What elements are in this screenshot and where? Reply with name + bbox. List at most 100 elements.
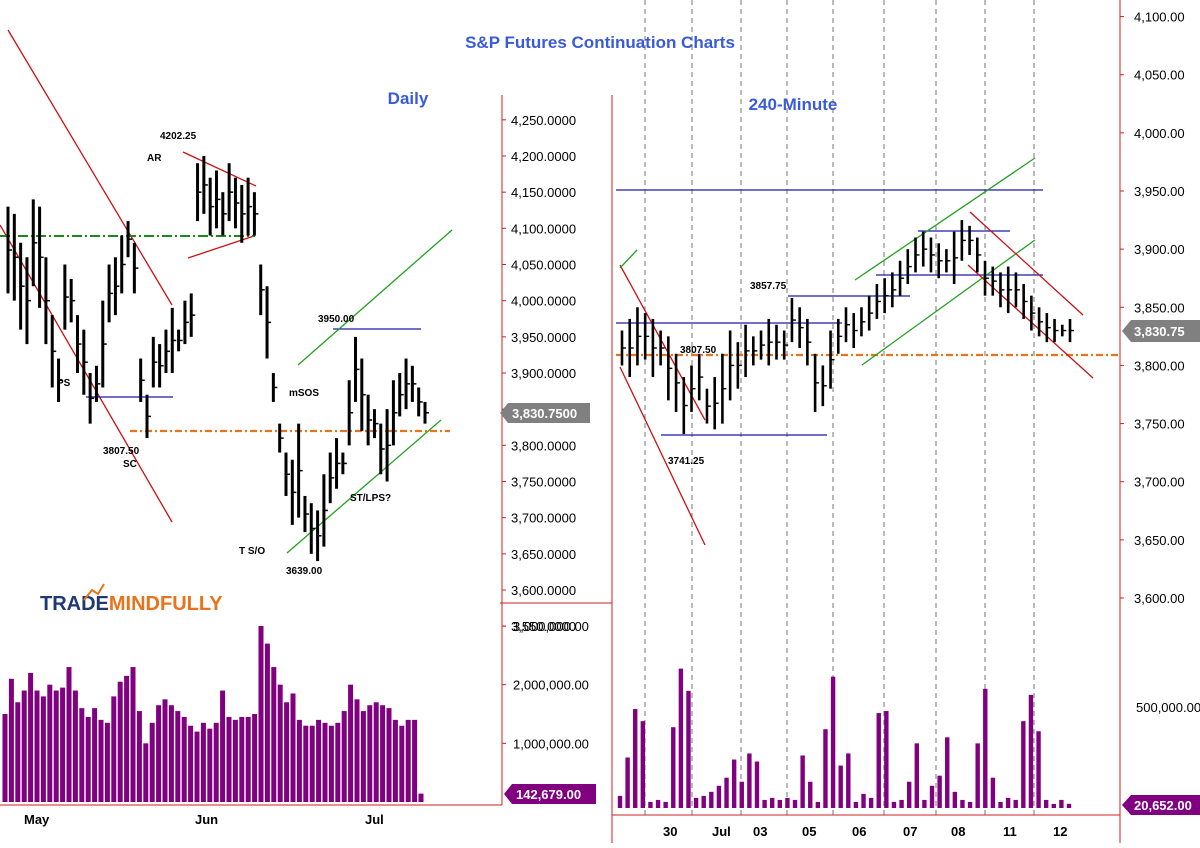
- daily-title: Daily: [388, 89, 429, 108]
- intraday-volume-bar: [899, 799, 904, 808]
- intraday-volume-bar: [922, 799, 927, 808]
- intraday-price-tick: 4,050.00: [1134, 68, 1185, 83]
- daily-volume-bar: [232, 719, 238, 802]
- intraday-x-tick: 30: [663, 824, 677, 839]
- daily-volume-bar: [405, 719, 411, 802]
- daily-volume-bar: [130, 667, 136, 802]
- daily-volume-bar: [341, 711, 347, 802]
- daily-volume-bar: [213, 722, 219, 802]
- daily-price-tick: 4,050.0000: [511, 258, 576, 273]
- intraday-volume-bar: [1059, 799, 1064, 808]
- daily-volume-bar: [28, 672, 34, 802]
- daily-price-tick: 3,550.0000: [511, 619, 576, 634]
- daily-volume-bar: [252, 714, 258, 802]
- intraday-x-tick: 06: [852, 824, 866, 839]
- intraday-volume-bars: [617, 668, 1072, 808]
- intraday-volume-bar: [716, 785, 722, 808]
- daily-volume-bar: [309, 725, 315, 802]
- daily-volume-bar: [181, 716, 187, 802]
- intraday-volume-bar: [808, 781, 813, 808]
- intraday-volume-bar: [1051, 803, 1056, 808]
- daily-last-price-label: 3,830.7500: [512, 406, 577, 421]
- intraday-volume-bar: [739, 781, 744, 808]
- daily-volume-bar: [316, 719, 322, 802]
- daily-volume-bar: [392, 719, 398, 802]
- daily-price-tick: 3,750.0000: [511, 475, 576, 490]
- intraday-volume-bar: [785, 797, 790, 808]
- intraday-up-channel-upper-line: [854, 157, 1036, 281]
- intraday-x-tick: 11: [1003, 824, 1017, 839]
- intraday-volume-bar: [815, 801, 821, 808]
- intraday-annotations: 3857.75 3741.25 3807.50: [668, 281, 787, 467]
- annotation-tso: T S/O: [239, 546, 265, 557]
- intraday-x-tick: 07: [903, 824, 917, 839]
- intraday-x-tick: 05: [802, 824, 816, 839]
- intraday-last-price-tag: 3,830.75: [1122, 320, 1200, 342]
- logo-part2: MINDFULLY: [109, 593, 223, 615]
- intraday-volume-bar: [655, 799, 661, 808]
- intraday-volume-bar: [868, 797, 874, 808]
- daily-volume-bar: [290, 693, 296, 802]
- annotation-st-lps: ST/LPS?: [350, 493, 391, 504]
- daily-price-tick: 4,150.0000: [511, 185, 576, 200]
- daily-volume-bars: [2, 626, 424, 802]
- daily-price-tick: 4,100.0000: [511, 221, 576, 236]
- daily-volume-bar: [175, 711, 181, 802]
- intraday-volume-tick: 500,000.00: [1136, 700, 1200, 715]
- annotation-sc: SC: [123, 459, 137, 470]
- intraday-volume-bar: [983, 688, 988, 808]
- daily-channel-upper-line: [7, 29, 173, 306]
- intraday-volume-bar: [960, 799, 965, 808]
- intraday-price-tick: 4,100.00: [1134, 10, 1185, 25]
- intraday-volume-bar: [747, 753, 752, 808]
- daily-volume-bar: [162, 699, 168, 802]
- intraday-x-tick: Jul: [712, 824, 731, 839]
- intraday-volume-bar: [1013, 799, 1018, 808]
- daily-volume-bar: [124, 675, 130, 802]
- daily-volume-bar: [15, 702, 21, 802]
- daily-volume-bar: [2, 714, 8, 802]
- daily-volume-bar: [47, 684, 53, 802]
- intraday-volume-bar: [1028, 694, 1034, 808]
- daily-volume-bar: [72, 690, 78, 802]
- intraday-volume-bar: [770, 797, 775, 808]
- logo-part1: TRADE: [40, 593, 109, 615]
- daily-volume-bar: [220, 690, 226, 802]
- daily-volume-bar: [21, 690, 27, 802]
- annotation-ar: AR: [147, 153, 162, 164]
- daily-volume-bar: [277, 684, 283, 802]
- logo-arrow-icon: [83, 583, 105, 601]
- intraday-volume-bar: [876, 713, 881, 808]
- intraday-volume-bar: [617, 795, 623, 808]
- daily-volume-bar: [264, 643, 270, 802]
- daily-x-tick: Jul: [365, 812, 384, 827]
- trade-mindfully-logo: TRADEMINDFULLY: [40, 583, 223, 615]
- daily-volume-bar: [367, 705, 373, 802]
- daily-volume-bar: [85, 716, 91, 802]
- daily-price-tick: 3,700.0000: [511, 511, 576, 526]
- intraday-price-bars: [620, 220, 1074, 435]
- logo-text: TRADEMINDFULLY: [40, 593, 223, 615]
- intraday-down-channel-upper-line: [969, 211, 1084, 316]
- intraday-volume-bar: [777, 799, 783, 808]
- daily-volume-bar: [156, 705, 162, 802]
- daily-volume-bar: [149, 722, 155, 802]
- daily-volume-bar: [98, 719, 104, 802]
- daily-volume-bar: [92, 708, 98, 802]
- panel-frames: [0, 0, 1121, 843]
- intraday-x-tick: 08: [951, 824, 965, 839]
- intraday-volume-bar: [838, 765, 843, 808]
- intraday-price-tick: 3,700.00: [1134, 475, 1185, 490]
- daily-volume-tick: 3,000,000.00: [513, 619, 589, 634]
- intraday-volume-bar: [686, 690, 691, 808]
- intraday-last-volume-label: 20,652.00: [1134, 798, 1192, 813]
- daily-volume-bar: [354, 699, 360, 802]
- intraday-x-tick: 03: [753, 824, 767, 839]
- intraday-volume-bar: [914, 743, 919, 808]
- intraday-volume-bar: [830, 676, 836, 808]
- daily-volume-bar: [303, 725, 309, 802]
- daily-channel-lower-line: [0, 224, 173, 523]
- daily-volume-bar: [226, 716, 232, 802]
- annotation-3639: 3639.00: [286, 566, 323, 577]
- daily-volume-bar: [360, 711, 366, 802]
